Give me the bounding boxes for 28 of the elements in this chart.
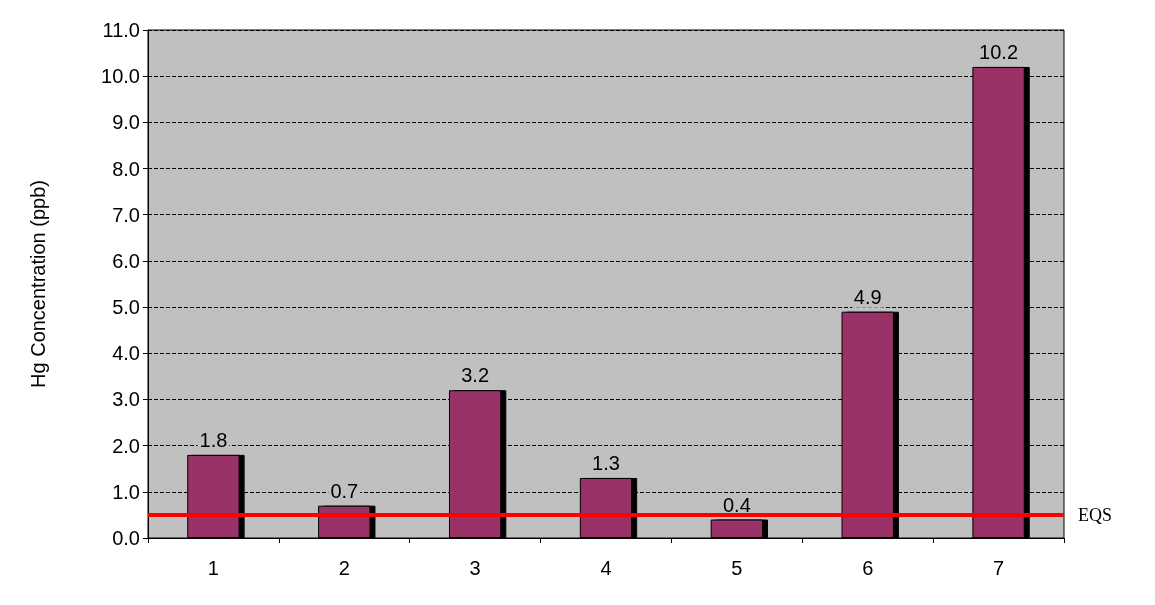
y-axis-title: Hg Concentration (ppb) [27, 180, 49, 388]
data-label: 0.7 [330, 479, 359, 502]
data-label: 10.2 [979, 40, 1019, 63]
data-label: 0.4 [722, 493, 751, 516]
y-tick-label: 2.0 [112, 434, 140, 457]
ref-line-label: EQS [1078, 504, 1113, 525]
x-tick-label: 6 [862, 557, 874, 579]
y-tick-label: 11.0 [102, 19, 140, 41]
data-label: 1.3 [592, 451, 620, 474]
data-label: 3.2 [461, 364, 490, 387]
y-tick-label: 5.0 [112, 296, 140, 319]
x-tick-label: 3 [469, 557, 481, 579]
y-tick-label: 9.0 [112, 111, 140, 134]
x-tick-label: 7 [993, 557, 1005, 579]
y-tick-label: 0.0 [112, 527, 140, 549]
y-tick-label: 10.0 [101, 65, 140, 88]
x-tick-label: 5 [731, 557, 743, 579]
data-label: 4.9 [853, 285, 882, 308]
x-tick-label: 2 [338, 557, 350, 579]
y-tick-label: 7.0 [112, 203, 140, 226]
x-tick-label: 1 [207, 557, 219, 579]
y-tick-label: 3.0 [112, 388, 140, 411]
y-tick-label: 4.0 [112, 342, 140, 365]
y-tick-label: 1.0 [112, 480, 140, 503]
x-tick-label: 4 [600, 557, 612, 579]
y-tick-label: 6.0 [112, 249, 140, 272]
data-label: 1.8 [199, 428, 228, 451]
y-tick-label: 8.0 [112, 157, 140, 180]
